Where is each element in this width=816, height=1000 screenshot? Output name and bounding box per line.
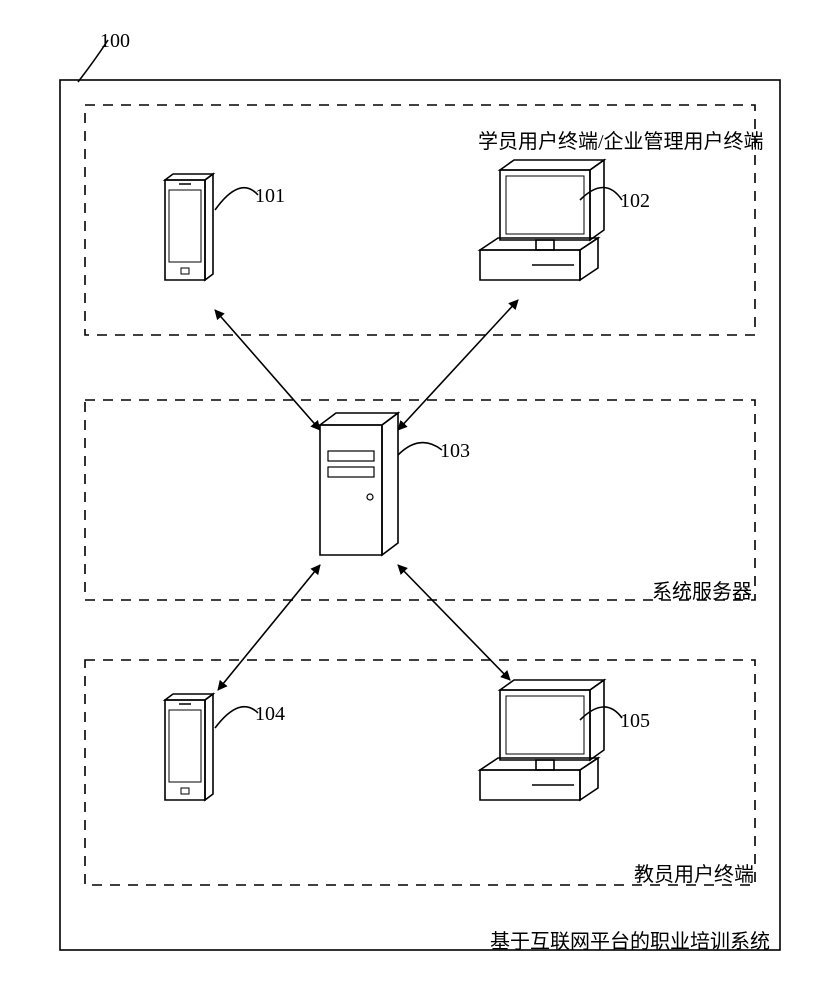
node-104-label: 104: [255, 703, 285, 726]
diagram-caption: 基于互联网平台的职业培训系统: [490, 925, 770, 954]
node-102-label: 102: [620, 190, 650, 213]
node-101-label: 101: [255, 185, 285, 208]
box-top-label: 学员用户终端/企业管理用户终端: [478, 125, 764, 154]
node-103-label: 103: [440, 440, 470, 463]
node-105-label: 105: [620, 710, 650, 733]
box-middle-label: 系统服务器: [652, 575, 752, 604]
outer-ref-label: 100: [100, 30, 130, 53]
diagram-canvas: 100 学员用户终端/企业管理用户终端 系统服务器 教员用户终端 101 102…: [0, 0, 816, 1000]
box-bottom-label: 教员用户终端: [634, 858, 754, 887]
